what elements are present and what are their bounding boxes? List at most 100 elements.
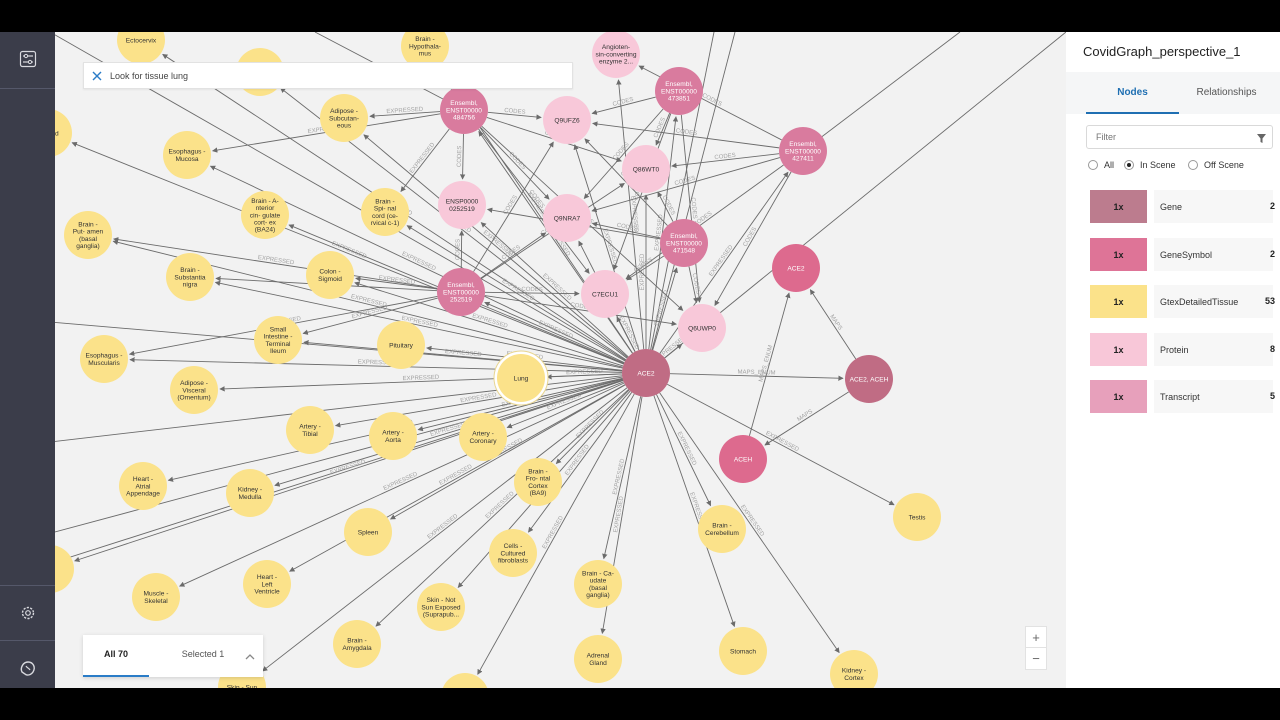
node-circle[interactable] <box>55 545 74 593</box>
node-circle[interactable] <box>622 349 670 397</box>
graph-node-testis[interactable]: Testis <box>893 493 941 541</box>
node-circle[interactable] <box>543 194 591 242</box>
node-circle[interactable] <box>132 573 180 621</box>
category-swatch[interactable]: 1x <box>1090 285 1147 318</box>
graph-edge[interactable] <box>480 232 547 279</box>
node-circle[interactable] <box>243 560 291 608</box>
graph-visualization[interactable]: EXPRESSEDEXPRESSEDEXPRESSEDEXPRESSEDEXPR… <box>55 32 1066 688</box>
graph-edge[interactable] <box>354 281 624 367</box>
graph-edge[interactable] <box>645 32 715 374</box>
graph-node-unk2[interactable] <box>55 545 74 593</box>
node-circle[interactable] <box>845 355 893 403</box>
graph-node-salivary[interactable]: aliv- nd <box>55 109 72 157</box>
graph-edge[interactable] <box>459 133 466 180</box>
graph-node-kidneymed[interactable]: Kidney -Medulla <box>226 469 274 517</box>
graph-edge[interactable] <box>592 121 780 149</box>
graph-node-ace2[interactable]: ACE2 <box>622 349 670 397</box>
graph-node-q9nra7[interactable]: Q9NRA7 <box>543 194 591 242</box>
node-circle[interactable] <box>574 635 622 683</box>
graph-edge[interactable] <box>214 280 623 369</box>
category-gtexdetailedtissue[interactable]: 1x GtexDetailedTissue 53 <box>1090 285 1275 318</box>
tab-relationships[interactable]: Relationships <box>1196 87 1257 98</box>
node-circle[interactable] <box>306 251 354 299</box>
graph-edge[interactable] <box>666 383 895 506</box>
radio-off-scene[interactable]: Off Scene <box>1188 160 1244 170</box>
search-bar[interactable]: Look for tissue lung <box>83 62 573 89</box>
node-circle[interactable] <box>119 462 167 510</box>
graph-node-adivisc[interactable]: Adipose -Visceral(Omentum) <box>170 366 218 414</box>
graph-edge[interactable] <box>657 191 674 222</box>
graph-edge[interactable] <box>400 128 450 192</box>
graph-node-q6uwp0[interactable]: Q6UWP0 <box>678 304 726 352</box>
node-circle[interactable] <box>163 131 211 179</box>
node-circle[interactable] <box>622 145 670 193</box>
graph-node-c7ecu1[interactable]: C7ECU1 <box>581 270 629 318</box>
chevron-up-icon[interactable] <box>244 649 256 667</box>
node-circle[interactable] <box>830 650 878 688</box>
node-circle[interactable] <box>893 493 941 541</box>
search-query[interactable]: Look for tissue lung <box>110 70 189 81</box>
node-circle[interactable] <box>333 620 381 668</box>
graph-edge[interactable] <box>602 396 642 560</box>
node-circle[interactable] <box>543 96 591 144</box>
graph-edge[interactable] <box>591 96 656 115</box>
graph-edge[interactable] <box>484 290 580 297</box>
node-circle[interactable] <box>772 244 820 292</box>
graph-edge[interactable] <box>680 114 702 303</box>
node-circle[interactable] <box>226 469 274 517</box>
graph-edge[interactable] <box>389 384 626 520</box>
node-circle[interactable] <box>344 508 392 556</box>
node-circle[interactable] <box>55 109 72 157</box>
graph-node-q86wt0[interactable]: Q86WT0 <box>622 145 670 193</box>
node-circle[interactable] <box>441 673 489 688</box>
node-circle[interactable] <box>254 316 302 364</box>
graph-edge[interactable] <box>802 32 961 152</box>
graph-edge[interactable] <box>616 316 636 352</box>
category-swatch[interactable]: 1x <box>1090 380 1147 413</box>
node-circle[interactable] <box>64 211 112 259</box>
category-protein[interactable]: 1x Protein 8 <box>1090 333 1275 366</box>
graph-edge[interactable] <box>473 141 554 272</box>
node-circle[interactable] <box>438 181 486 229</box>
graph-edge[interactable] <box>375 389 629 627</box>
node-circle[interactable] <box>377 321 425 369</box>
graph-edge[interactable] <box>219 373 623 392</box>
graph-edge[interactable] <box>555 389 630 465</box>
category-swatch[interactable]: 1x <box>1090 333 1147 366</box>
graph-edge[interactable] <box>528 392 633 533</box>
graph-edge[interactable] <box>583 108 664 200</box>
graph-edge[interactable] <box>484 295 677 327</box>
graph-edge[interactable] <box>669 373 844 381</box>
graph-node-ace2sym[interactable]: ACE2 <box>772 244 820 292</box>
node-circle[interactable] <box>497 354 545 402</box>
graph-node-esomus[interactable]: Esophagus -Muscularis <box>80 335 128 383</box>
graph-edge[interactable] <box>478 128 590 274</box>
graph-edge[interactable] <box>645 32 736 374</box>
graph-edge[interactable] <box>656 394 712 507</box>
graph-node-adipose[interactable]: Adipose -Subcutan-eous <box>320 94 368 142</box>
category-swatch[interactable]: 1x <box>1090 238 1147 271</box>
node-circle[interactable] <box>437 268 485 316</box>
graph-edge[interactable] <box>688 266 699 304</box>
node-circle[interactable] <box>779 127 827 175</box>
node-circle[interactable] <box>117 32 165 64</box>
graph-node-tibial[interactable]: Artery -Tibial <box>286 406 334 454</box>
radio-dot[interactable] <box>1124 160 1134 170</box>
graph-edge[interactable] <box>484 301 625 364</box>
radio-in-scene[interactable]: In Scene <box>1124 160 1176 170</box>
graph-node-colon[interactable]: Colon -Sigmoid <box>306 251 354 299</box>
node-circle[interactable] <box>678 304 726 352</box>
node-circle[interactable] <box>320 94 368 142</box>
radio-all[interactable]: All <box>1088 160 1114 170</box>
node-circle[interactable] <box>417 583 465 631</box>
